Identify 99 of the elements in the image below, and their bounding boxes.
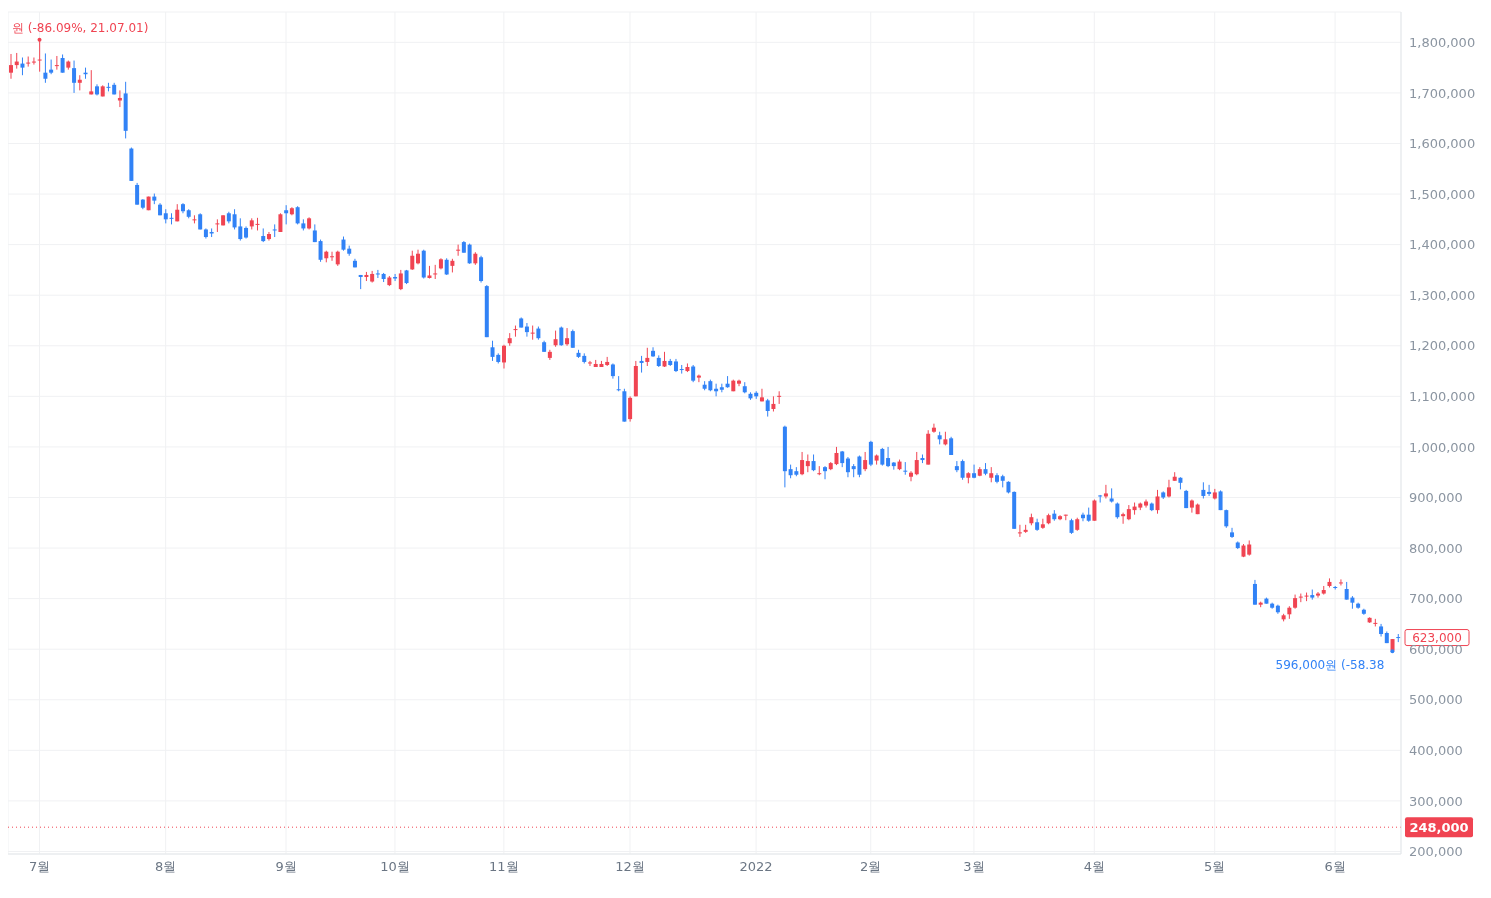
text: 623,000 xyxy=(1412,630,1462,645)
y-tick-label: 700,000 xyxy=(1409,591,1463,607)
candlestick xyxy=(530,325,535,341)
y-tick-label: 1,700,000 xyxy=(1409,85,1476,101)
candlestick xyxy=(823,465,828,480)
candlestick xyxy=(398,269,403,291)
x-tick-label: 2월 xyxy=(860,859,882,875)
candlestick xyxy=(135,182,140,206)
candlestick xyxy=(284,204,289,225)
annotation: 원 (-86.09%, 21.07.01) xyxy=(12,20,149,35)
candlestick xyxy=(616,375,621,392)
candlestick xyxy=(49,59,54,75)
candlestick xyxy=(903,461,908,476)
candlestick xyxy=(410,250,415,271)
candlestick xyxy=(868,440,873,467)
candlestick xyxy=(318,239,323,263)
y-tick-label: 900,000 xyxy=(1409,490,1463,506)
candlestick xyxy=(845,456,850,478)
candlestick xyxy=(1230,527,1235,539)
candlestick xyxy=(1155,489,1160,515)
candlestick xyxy=(1121,512,1126,525)
y-tick-label: 1,300,000 xyxy=(1409,287,1476,303)
candlestick xyxy=(565,327,570,347)
candlestick xyxy=(651,346,656,358)
x-tick-label: 6월 xyxy=(1324,859,1346,875)
x-tick-label: 9월 xyxy=(275,859,297,875)
candlestick xyxy=(43,52,48,84)
y-tick-label: 1,800,000 xyxy=(1409,34,1476,50)
y-tick-label: 1,100,000 xyxy=(1409,388,1476,404)
candlestick xyxy=(909,470,913,482)
candlestick xyxy=(931,423,936,434)
candlestick xyxy=(278,212,283,233)
x-tick-label: 12월 xyxy=(615,859,645,875)
candlestick xyxy=(1252,579,1257,606)
y-tick-label: 1,500,000 xyxy=(1409,186,1476,202)
candlestick xyxy=(60,53,65,74)
candlestick xyxy=(467,243,472,265)
candlestick xyxy=(1017,524,1022,538)
candlestick xyxy=(513,325,518,338)
x-tick-label: 8월 xyxy=(155,859,177,875)
candlestick xyxy=(1338,578,1343,586)
candlestick xyxy=(914,451,919,476)
candlestick xyxy=(272,223,277,238)
candlestick xyxy=(886,446,891,468)
candlestick xyxy=(375,269,380,279)
candlestick xyxy=(559,326,564,347)
x-tick-label: 2022 xyxy=(739,859,773,875)
y-tick-label: 1,400,000 xyxy=(1409,237,1476,253)
y-tick-label: 800,000 xyxy=(1409,540,1463,556)
candlestick xyxy=(645,347,650,367)
x-tick-label: 5월 xyxy=(1204,859,1226,875)
candlestick xyxy=(1207,484,1212,497)
candlestick xyxy=(524,322,529,338)
candlestick xyxy=(215,218,220,233)
candlestick xyxy=(960,459,965,481)
candlestick xyxy=(89,69,94,95)
candlestick xyxy=(800,451,805,476)
candlestick xyxy=(1103,484,1108,499)
ref-line-label: 248,000 xyxy=(1409,820,1469,836)
y-tick-label: 200,000 xyxy=(1409,844,1463,860)
candlestick xyxy=(954,460,959,473)
y-tick-label: 1,200,000 xyxy=(1409,338,1476,354)
candlestick xyxy=(777,390,782,405)
candlestick xyxy=(456,244,461,257)
x-tick-label: 4월 xyxy=(1083,859,1105,875)
candlestick xyxy=(863,451,868,472)
candlestick xyxy=(587,360,592,367)
x-tick-label: 7월 xyxy=(28,859,51,875)
candlestick xyxy=(1144,499,1149,509)
candlestick xyxy=(54,55,59,71)
candlestick xyxy=(72,60,77,94)
candlestick xyxy=(502,344,506,370)
y-tick-label: 300,000 xyxy=(1409,793,1463,809)
candlestick xyxy=(972,464,977,479)
candlestick xyxy=(696,374,701,383)
candlestick xyxy=(628,395,633,423)
candlestick xyxy=(1040,518,1045,530)
x-tick-label: 10월 xyxy=(380,859,410,875)
candlestick xyxy=(479,255,484,284)
y-tick-label: 1,000,000 xyxy=(1409,439,1476,455)
y-tick-label: 500,000 xyxy=(1409,692,1463,708)
x-tick-label: 3월 xyxy=(963,859,985,875)
y-tick-label: 400,000 xyxy=(1409,742,1463,758)
candlestick xyxy=(31,57,36,66)
candlestick xyxy=(1189,499,1194,514)
y-tick-label: 1,600,000 xyxy=(1409,136,1476,152)
candlestick xyxy=(759,388,764,402)
annotation: 596,000원 (-58.38 xyxy=(1275,658,1385,673)
candlestick xyxy=(330,251,335,262)
candlestick xyxy=(26,56,31,68)
candlestick xyxy=(1092,499,1097,522)
candlestick xyxy=(169,212,174,225)
candlestick xyxy=(393,273,398,282)
candlestick xyxy=(433,264,438,280)
candlestick xyxy=(1316,591,1321,599)
candlestick xyxy=(570,329,575,349)
x-tick-label: 11월 xyxy=(489,859,519,875)
candlestick xyxy=(295,205,300,225)
candlestick xyxy=(9,53,13,80)
